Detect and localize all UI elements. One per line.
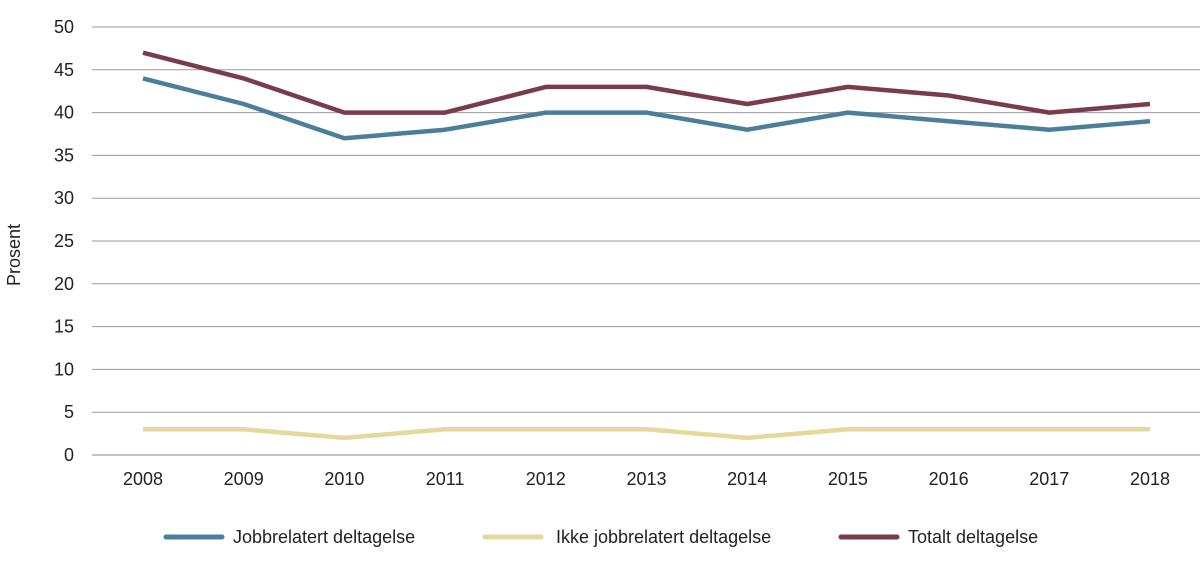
y-tick-label: 25: [54, 231, 74, 251]
series-line-0: [142, 76, 1151, 141]
x-tick-label: 2017: [1029, 469, 1069, 489]
x-tick-label: 2018: [1130, 469, 1170, 489]
legend-label-2: Totalt deltagelse: [908, 527, 1038, 547]
legend: Jobbrelatert deltagelse Ikke jobbrelatert…: [163, 527, 1038, 547]
y-tick-label: 10: [54, 359, 74, 379]
y-tick-label: 15: [54, 317, 74, 337]
y-tick-label: 30: [54, 188, 74, 208]
x-tick-label: 2009: [224, 469, 264, 489]
x-tick-label: 2016: [929, 469, 969, 489]
x-tick-label: 2014: [727, 469, 767, 489]
y-axis-ticks: 0 5 10 15 20 25 30 35 40 45 50: [54, 17, 74, 465]
y-tick-label: 5: [64, 402, 74, 422]
series-line-1: [143, 427, 1150, 441]
legend-label-0: Jobbrelatert deltagelse: [233, 527, 415, 547]
series-lines: [142, 50, 1151, 441]
legend-label-1: Ikke jobbrelatert deltagelse: [556, 527, 771, 547]
y-tick-label: 45: [54, 60, 74, 80]
x-tick-label: 2010: [324, 469, 364, 489]
x-axis-ticks: 2008 2009 2010 2011 2012 2013 2014 2015 2016 2017…: [123, 469, 1170, 489]
y-tick-label: 40: [54, 103, 74, 123]
y-tick-label: 20: [54, 274, 74, 294]
x-tick-label: 2011: [426, 469, 465, 489]
y-tick-label: 50: [54, 17, 74, 37]
y-tick-label: 0: [64, 445, 74, 465]
y-tick-label: 35: [54, 145, 74, 165]
x-tick-label: 2013: [626, 469, 666, 489]
gridlines: [92, 26, 1200, 456]
series-line-2: [142, 50, 1151, 115]
x-tick-label: 2012: [526, 469, 566, 489]
x-tick-label: 2008: [123, 469, 163, 489]
y-axis-title: Prosent: [4, 224, 24, 286]
x-tick-label: 2015: [828, 469, 868, 489]
